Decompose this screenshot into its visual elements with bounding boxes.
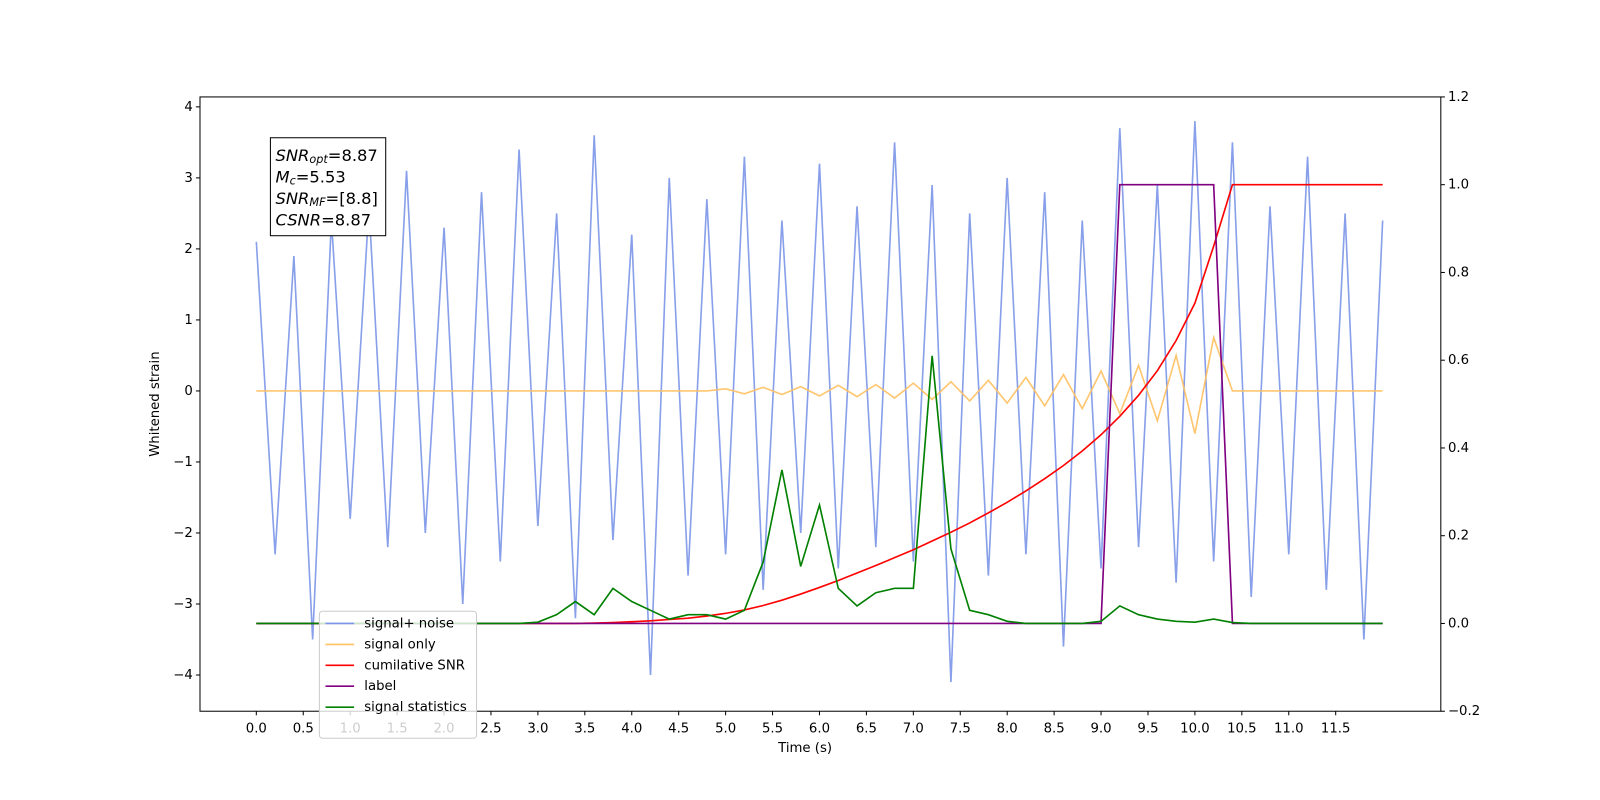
y-tick-label: −3 [173, 597, 193, 612]
axes-frame [199, 96, 1442, 712]
y-tick-label: −1 [173, 455, 193, 470]
annotation-sub: c [290, 175, 297, 188]
x-tick-label: 7.0 [903, 722, 924, 737]
y-axis-label: Whitened strain [148, 351, 163, 456]
x-tick-label: 3.5 [574, 722, 595, 737]
x-tick-label: 6.0 [809, 722, 830, 737]
annotation-line: Mc=5.53 [276, 167, 346, 188]
y-tick-label: −2 [173, 526, 193, 541]
y2-tick-label: 0.8 [1448, 265, 1469, 280]
annotation-main: SNR [276, 146, 310, 165]
x-tick-label: 2.5 [480, 722, 501, 737]
x-tick-label: 10.0 [1180, 722, 1210, 737]
x-tick-label: 0.5 [293, 722, 314, 737]
x-tick-label: 4.0 [621, 722, 642, 737]
legend-label: label [364, 679, 396, 694]
annotation-rest: =5.53 [296, 167, 346, 186]
x-tick-label: 11.0 [1274, 722, 1304, 737]
y-tick-label: 1 [184, 313, 192, 328]
x-tick-label: 9.5 [1137, 722, 1158, 737]
annotation-sub: MF [309, 196, 326, 209]
y-tick-label: 2 [184, 242, 192, 257]
y2-tick-label: 0.4 [1448, 441, 1469, 456]
x-tick-label: 0.0 [246, 722, 267, 737]
annotation-box [269, 137, 387, 237]
legend-label: signal only [364, 637, 436, 652]
x-tick-label: 7.5 [950, 722, 971, 737]
annotation-rest: =[8.8] [326, 188, 378, 207]
x-tick-label: 5.0 [715, 722, 736, 737]
annotation-rest: =8.87 [321, 210, 371, 229]
annotation-line: SNRopt=8.87 [276, 146, 378, 167]
y2-tick-label: 1.0 [1448, 178, 1469, 193]
annotation-line: CSNR=8.87 [276, 210, 372, 229]
x-tick-label: 8.0 [997, 722, 1018, 737]
x-tick-label: 6.5 [856, 722, 877, 737]
y-tick-label: 3 [184, 171, 192, 186]
y-tick-label: −4 [173, 668, 193, 683]
annotation-main: CSNR [276, 210, 322, 229]
annotation-main: SNR [276, 188, 310, 207]
legend-label: signal+ noise [364, 616, 454, 631]
legend-box [318, 610, 478, 739]
y2-tick-label: 1.2 [1448, 90, 1469, 105]
x-axis-label: Time (s) [777, 741, 832, 756]
y2-tick-label: 0.0 [1448, 616, 1469, 631]
y-tick-label: 0 [184, 384, 192, 399]
y2-tick-label: 0.6 [1448, 353, 1469, 368]
y2-tick-label: −0.2 [1448, 704, 1480, 719]
legend: signal+ noise signal only cumilative SNR la… [318, 610, 478, 739]
series-line [256, 334, 1383, 434]
x-tick-label: 10.5 [1227, 722, 1257, 737]
annotation-rest: =8.87 [328, 146, 378, 165]
annotation-sub: opt [309, 153, 328, 166]
annotation-main: M [276, 167, 290, 186]
y-tick-label: 4 [184, 100, 192, 115]
x-tick-label: 9.0 [1091, 722, 1112, 737]
x-tick-label: 3.0 [527, 722, 548, 737]
annotation-line: SNRMF=[8.8] [276, 188, 378, 209]
legend-label: cumilative SNR [364, 658, 465, 673]
y2-tick-label: 0.2 [1448, 529, 1469, 544]
series-line [255, 121, 1384, 683]
legend-label: signal statistics [364, 700, 467, 715]
x-tick-label: 5.5 [762, 722, 783, 737]
x-tick-label: 4.5 [668, 722, 689, 737]
x-tick-label: 8.5 [1044, 722, 1065, 737]
x-tick-label: 11.5 [1321, 722, 1351, 737]
